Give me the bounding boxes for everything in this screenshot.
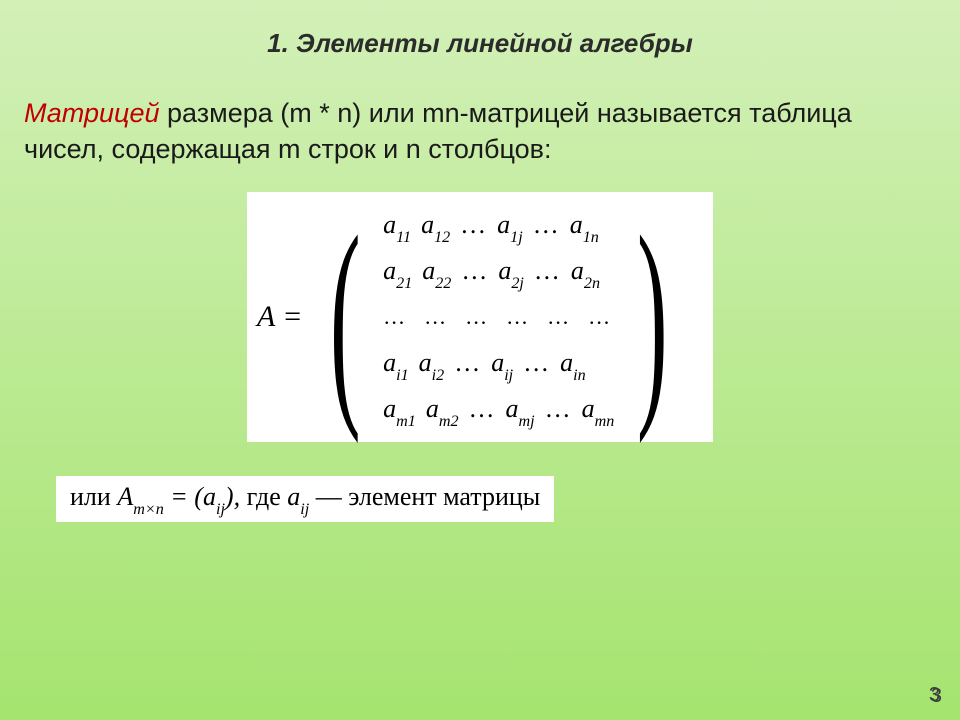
definition-term: Матрицей — [24, 98, 160, 128]
matrix-dots: … — [547, 294, 570, 340]
matrix-dots: … — [469, 386, 496, 432]
matrix-formula-box: A = ( a11a12…a1j…a1na21a22…a2j…a2n………………… — [247, 192, 713, 442]
matrix-grid: a11a12…a1j…a1na21a22…a2j…a2n………………ai1ai2… — [383, 202, 614, 432]
matrix-dots: … — [465, 294, 488, 340]
matrix-row: ai1ai2…aij…ain — [383, 340, 614, 386]
matrix-dots: … — [523, 340, 550, 386]
right-paren: ) — [637, 227, 668, 406]
slide-title: 1. Элементы линейной алгебры — [24, 28, 936, 59]
matrix-dots: … — [588, 294, 611, 340]
matrix-row: a21a22…a2j…a2n — [383, 248, 614, 294]
matrix-element: am2 — [426, 386, 459, 442]
matrix-dots: … — [534, 248, 561, 294]
matrix-dots: … — [506, 294, 529, 340]
matrix-dots: … — [424, 294, 447, 340]
slide: 1. Элементы линейной алгебры Матрицей ра… — [0, 0, 960, 720]
matrix-dots: … — [533, 202, 560, 248]
left-paren: ( — [330, 227, 361, 406]
matrix-row: a11a12…a1j…a1n — [383, 202, 614, 248]
matrix-formula-container: A = ( a11a12…a1j…a1na21a22…a2j…a2n………………… — [24, 192, 936, 442]
matrix-dots: … — [460, 202, 487, 248]
matrix-dots: … — [545, 386, 572, 432]
matrix-element: am1 — [383, 386, 416, 442]
inline-formula-container: или Am×n = (aij), где aij — элемент матр… — [56, 476, 936, 522]
matrix-equation: A = ( a11a12…a1j…a1na21a22…a2j…a2n………………… — [257, 202, 691, 432]
matrix-dots: … — [461, 248, 488, 294]
matrix-element: amj — [506, 386, 535, 442]
inline-formula-box: или Am×n = (aij), где aij — элемент матр… — [56, 476, 554, 522]
matrix-dots: … — [454, 340, 481, 386]
body-text: Матрицей размера (m * n) или mn-матрицей… — [24, 95, 936, 168]
matrix-lhs: A = — [257, 300, 307, 334]
matrix-dots: … — [383, 294, 406, 340]
matrix-element: amn — [582, 386, 615, 442]
page-number: 33 — [931, 685, 942, 708]
